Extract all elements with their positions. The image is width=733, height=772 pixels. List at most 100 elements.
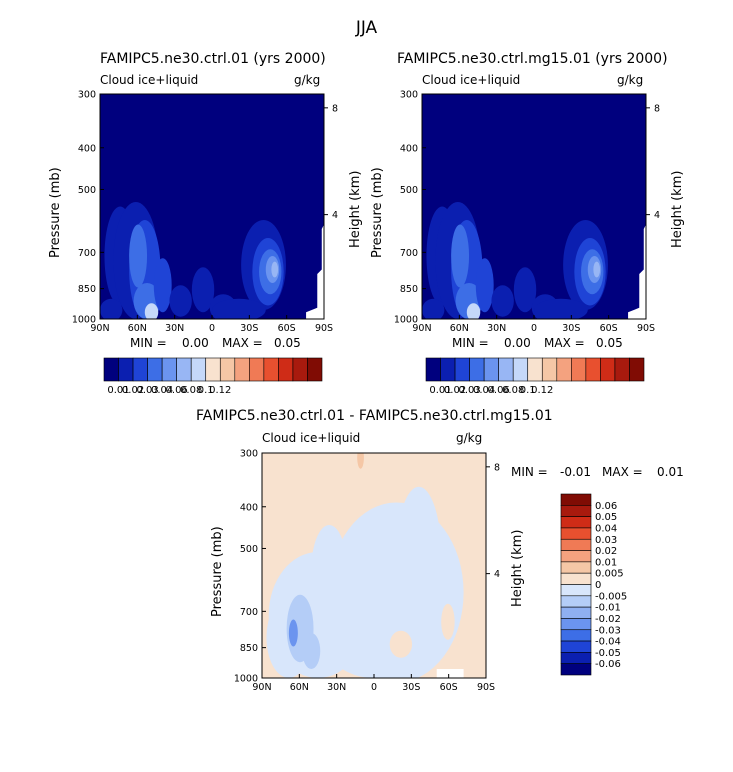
panel1-colorbar-box xyxy=(307,357,323,382)
panel3-colorbar-label: 0.01 xyxy=(595,557,617,568)
panel2-x-tick-label: 90N xyxy=(412,323,431,334)
panel1-field xyxy=(100,94,324,319)
panel3-diff-region xyxy=(288,619,298,647)
panel2-x-tick-label: 0 xyxy=(531,323,537,334)
panel3-x-tick-label: 30N xyxy=(327,682,346,693)
panel3-colorbar-box xyxy=(560,663,592,676)
panel2-y-tick-label: 500 xyxy=(400,185,418,196)
panel3-colorbar-box xyxy=(560,640,592,653)
panel2-x-tick-label: 60S xyxy=(600,323,618,334)
panel3-max-value: 0.01 xyxy=(657,465,684,479)
panel1-colorbar-box xyxy=(103,357,119,382)
panel3-colorbar-box xyxy=(560,652,592,664)
panel2-colorbar-box xyxy=(556,357,572,382)
panel3-x-tick-label: 90N xyxy=(252,682,271,693)
panel3-height-tick-label: 4 xyxy=(494,569,500,580)
panel2-missing-region xyxy=(628,224,646,319)
panel3-missing-region xyxy=(436,669,464,678)
panel1-variable: Cloud ice+liquid xyxy=(100,73,199,87)
panel2-colorbar-label: 0.1 xyxy=(520,385,536,396)
panel1-colorbar-label: 0.12 xyxy=(209,385,231,396)
panel2-units: g/kg xyxy=(617,73,644,87)
panel2-cloud-region xyxy=(451,224,470,288)
panel1-colorbar-box xyxy=(263,357,279,382)
panel1-colorbar-box xyxy=(118,357,134,382)
panel2-y-tick-label: 850 xyxy=(400,284,418,295)
panel2-colorbar-box xyxy=(527,357,543,382)
panel1-cloud-region xyxy=(212,298,266,319)
panel3-colorbar-label: 0.02 xyxy=(595,546,617,557)
panel1-x-tick-label: 30N xyxy=(165,323,184,334)
panel3-min-label: MIN = xyxy=(511,465,548,479)
panel3-y-tick-label: 850 xyxy=(240,643,258,654)
panel1-cloud-region xyxy=(129,224,148,288)
panel2-cloud-region xyxy=(466,303,481,319)
panel1-colorbar-label: 0.06 xyxy=(166,385,188,396)
panel3-x-tick-label: 30S xyxy=(402,682,420,693)
panel2-height-tick-label: 8 xyxy=(654,103,660,114)
panel1-cloud-region xyxy=(271,261,279,278)
panel2-y-tick-label: 700 xyxy=(400,248,418,259)
panel1-colorbar-box xyxy=(190,357,207,382)
panel2-colorbar-label: 0.03 xyxy=(458,385,480,396)
panel3-y-tick-label: 700 xyxy=(240,607,258,618)
panel1-colorbar-box xyxy=(161,357,177,382)
panel2-x-tick-label: 60N xyxy=(450,323,469,334)
panel2-y-tick-label: 400 xyxy=(400,143,418,154)
panel1-y-tick-label: 500 xyxy=(78,185,96,196)
panel1-colorbar-label: 0.1 xyxy=(198,385,214,396)
panel2-colorbar-box xyxy=(512,357,529,382)
panel2-colorbar-box xyxy=(483,357,499,382)
panel3-colorbar-box xyxy=(560,595,592,608)
panel1-colorbar-box xyxy=(205,357,221,382)
panel1-cloud-region xyxy=(191,267,215,313)
panel3-colorbar-box xyxy=(560,550,592,563)
panel3-field xyxy=(262,453,486,678)
panel3-x-tick-label: 60S xyxy=(440,682,458,693)
panel1-colorbar-label: 0.04 xyxy=(151,385,173,396)
panel3-colorbar-label: -0.02 xyxy=(595,614,621,625)
panel3-diff-region xyxy=(302,633,321,669)
panel1-colorbar-box xyxy=(234,357,250,382)
panel2-y-tick-label: 300 xyxy=(400,90,418,101)
panel2-cloud-region xyxy=(534,298,588,319)
panel3-colorbar-label: -0.04 xyxy=(595,637,621,648)
panel2-height-tick-label: 4 xyxy=(654,210,660,221)
panel3-diff-region xyxy=(389,630,413,658)
panel2-title: FAMIPC5.ne30.ctrl.mg15.01 (yrs 2000) xyxy=(397,51,668,67)
panel3-colorbar-label: -0.01 xyxy=(595,603,621,614)
panel3-y-tick-label: 400 xyxy=(240,502,258,513)
panel3-height-tick-label: 8 xyxy=(494,462,500,473)
panel2-colorbar-label: 0.01 xyxy=(429,385,451,396)
panel3-x-tick-label: 60N xyxy=(290,682,309,693)
panel2-cloud-region xyxy=(422,298,445,319)
panel3-colorbar-label: 0.06 xyxy=(595,501,617,512)
panel3-colorbar-label: -0.05 xyxy=(595,648,621,659)
panel1-colorbar-box xyxy=(249,357,265,382)
panel2-colorbar-label: 0.08 xyxy=(502,385,524,396)
panel2-colorbar-box xyxy=(614,357,630,382)
panel2-colorbar-box xyxy=(600,357,616,382)
panel2-min-value: 0.00 xyxy=(504,336,531,350)
panel1-colorbar-label: 0.02 xyxy=(122,385,144,396)
panel1-y-tick-label: 850 xyxy=(78,284,96,295)
panel2-colorbar-label: 0.02 xyxy=(444,385,466,396)
panel3-colorbar-box xyxy=(560,538,592,551)
panel2-colorbar-box xyxy=(585,357,601,382)
panel3-colorbar-label: 0.05 xyxy=(595,512,617,523)
panel3-colorbar-box xyxy=(560,561,592,574)
panel1-colorbar-label: 0.08 xyxy=(180,385,202,396)
panel3-colorbar-label: 0 xyxy=(595,580,601,591)
panel3-x-tick-label: 0 xyxy=(371,682,377,693)
panel3-colorbar-box xyxy=(560,516,592,529)
panel3-colorbar-label: -0.005 xyxy=(595,591,627,602)
panel1-colorbar-box xyxy=(176,357,192,382)
panel2-field xyxy=(422,94,646,319)
panel2-colorbar-box xyxy=(498,357,514,382)
panel3-min-value: -0.01 xyxy=(560,465,592,479)
panel1-min-label: MIN = xyxy=(130,336,167,350)
panel2-colorbar-box xyxy=(469,357,485,382)
panel2-cloud-region xyxy=(475,258,494,313)
panel1-min-value: 0.00 xyxy=(182,336,209,350)
